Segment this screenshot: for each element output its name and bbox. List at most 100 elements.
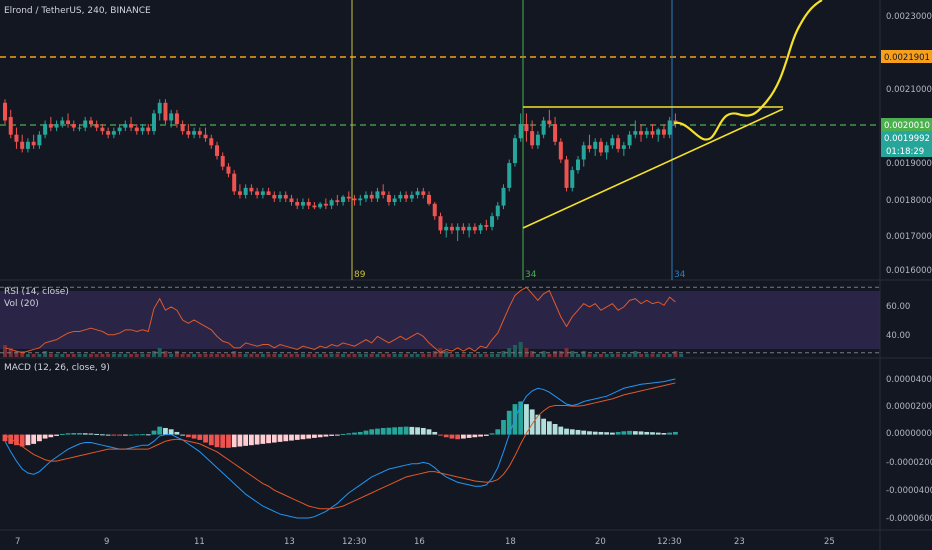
volume-bar: [129, 354, 134, 357]
marker-label-89: 89: [354, 270, 366, 280]
candle-body: [169, 113, 174, 121]
last-price-badge: [881, 131, 932, 144]
candle-body: [151, 113, 156, 132]
candle-body: [644, 131, 649, 135]
volume-bar: [541, 351, 546, 357]
volume-bar: [192, 354, 197, 357]
macd-histogram-bar: [191, 434, 197, 439]
volume-bar: [163, 351, 168, 357]
volume-bar: [386, 354, 391, 357]
macd-histogram-bar: [546, 421, 552, 435]
symbol-title[interactable]: Elrond / TetherUS, 240, BINANCE: [4, 6, 151, 16]
candle-body: [8, 116, 13, 135]
price-axis[interactable]: 0.0023000 0.0021000 0.0019000 0.0018000 …: [886, 12, 932, 276]
candle-body: [283, 194, 288, 199]
candle-body: [369, 194, 374, 199]
macd-histogram-bar: [174, 431, 180, 435]
volume-bar: [54, 354, 59, 357]
volume-bar: [518, 342, 523, 357]
volume-bar: [255, 354, 260, 357]
macd-group: [2, 378, 678, 519]
candle-body: [427, 194, 432, 204]
volume-bar: [283, 354, 288, 357]
macd-histogram-bar: [100, 434, 105, 436]
macd-histogram-bar: [266, 434, 271, 444]
macd-histogram-bar: [203, 434, 208, 443]
candle-body: [272, 194, 277, 199]
volume-bar: [409, 354, 414, 357]
candle-body: [547, 120, 552, 125]
candle-body: [203, 134, 208, 139]
volume-bar: [449, 354, 454, 357]
volume-bar: [564, 348, 569, 357]
candle-body: [661, 129, 666, 135]
volume-bar: [318, 354, 323, 357]
macd-histogram-bar: [524, 404, 529, 435]
candle-body: [123, 124, 128, 128]
macd-histogram-bar: [220, 434, 226, 448]
volume-bar: [530, 351, 535, 357]
macd-histogram-bar: [632, 431, 638, 435]
macd-histogram-bar: [88, 433, 94, 435]
volume-bar: [157, 348, 162, 357]
price-tick: 0.0023000: [886, 12, 932, 22]
macd-histogram-bar: [604, 432, 610, 435]
volume-bar: [467, 354, 472, 357]
candle-body: [157, 102, 162, 114]
candle-body: [117, 127, 122, 132]
candle-body: [650, 131, 655, 135]
macd-histogram-bar: [226, 434, 231, 448]
user-drawings[interactable]: [522, 0, 823, 229]
candle-body: [163, 102, 168, 121]
candle-body: [432, 203, 437, 217]
candle-body: [576, 159, 580, 171]
volume-bar: [381, 354, 386, 357]
candle-body: [249, 187, 254, 192]
volume-bar: [535, 354, 540, 357]
macd-title[interactable]: MACD (12, 26, close, 9): [4, 363, 110, 373]
volume-bar: [306, 354, 311, 357]
candles-group: [3, 99, 678, 242]
rsi-title[interactable]: RSI (14, close): [4, 287, 69, 297]
volume-bar: [260, 354, 265, 357]
macd-histogram-bar: [65, 433, 71, 435]
time-tick: 23: [734, 537, 745, 547]
macd-histogram-bar: [363, 430, 369, 435]
volume-bar: [88, 354, 93, 357]
volume-bar: [220, 354, 225, 357]
macd-histogram-bar: [300, 434, 306, 440]
vol-title[interactable]: Vol (20): [4, 299, 39, 309]
volume-bar: [134, 354, 139, 357]
candle-body: [306, 202, 311, 206]
candle-body: [518, 124, 523, 139]
orange-level-badge: [881, 50, 932, 63]
time-axis[interactable]: 7 9 11 13 12:30 16 18 20 12:30 23 25: [15, 537, 835, 547]
macd-histogram-bar: [25, 434, 31, 446]
volume-bar: [610, 354, 615, 357]
volume-bar: [656, 354, 661, 357]
volume-bar: [621, 354, 626, 357]
candle-body: [140, 127, 145, 132]
candle-body: [192, 131, 197, 135]
price-tick: 0.0016000: [886, 266, 932, 276]
candle-body: [25, 141, 30, 149]
macd-histogram-bar: [168, 429, 174, 435]
triangle-support-line[interactable]: [522, 108, 784, 229]
macd-histogram-bar: [294, 434, 300, 440]
volume-bar: [432, 351, 437, 357]
candle-body: [524, 124, 529, 132]
volume-bar: [587, 354, 592, 357]
volume-bar: [369, 354, 374, 357]
macd-histogram-bar: [48, 434, 54, 438]
macd-histogram-bar: [661, 433, 667, 435]
volume-bar: [639, 354, 644, 357]
macd-histogram-bar: [587, 431, 592, 435]
price-badges: 0.0021901 0.0020010 0.0019992 01:18:29: [881, 50, 932, 157]
candle-body: [312, 205, 317, 208]
projection-path[interactable]: [673, 0, 823, 141]
macd-histogram-bar: [289, 434, 294, 441]
macd-histogram-bar: [42, 434, 48, 439]
volume-bar: [358, 354, 363, 357]
